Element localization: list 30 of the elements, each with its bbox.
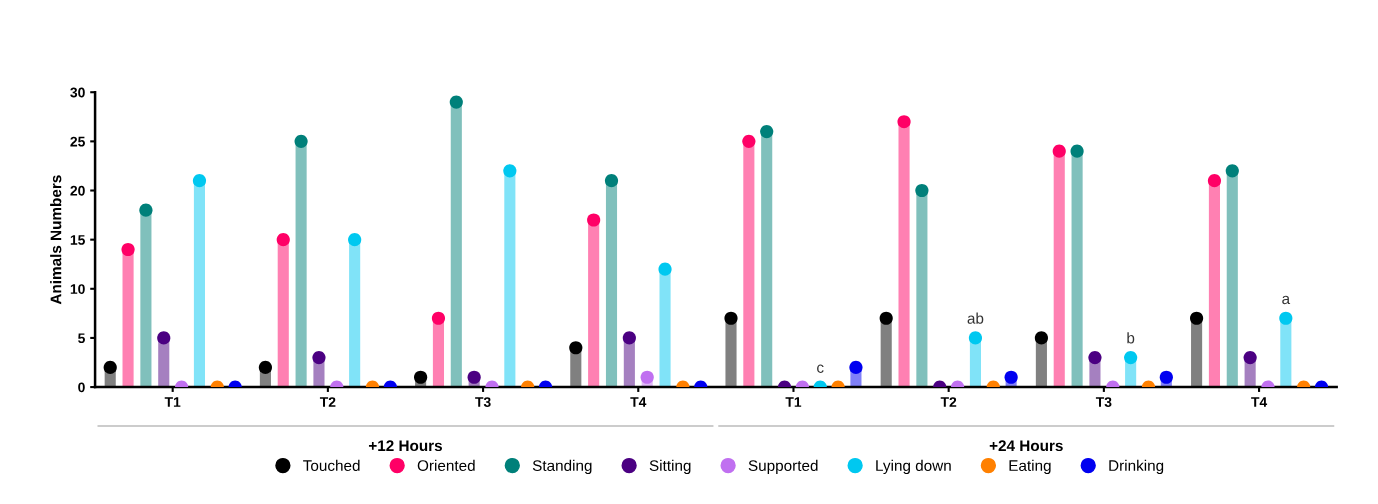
text: +12 Hours xyxy=(368,440,442,452)
y-tick-label: 25 xyxy=(70,136,85,147)
y-axis-title: Animals Numbers xyxy=(50,175,62,305)
x-tick-label: T2 xyxy=(319,397,336,407)
x-tick-label: T2 xyxy=(940,397,957,407)
legend-label: Drinking xyxy=(1109,459,1164,475)
y-tick-label: 30 xyxy=(70,87,85,98)
data-label: b xyxy=(1127,332,1135,344)
x-tick-label: T4 xyxy=(630,397,647,407)
legend-label: Eating xyxy=(1009,459,1051,475)
legend-label: Touched xyxy=(303,459,360,472)
x-tick-label: T4 xyxy=(1251,397,1268,407)
x-tick-label: T1 xyxy=(164,397,181,407)
x-tick-label: T1 xyxy=(785,397,802,407)
legend-label: Oriented xyxy=(417,459,475,472)
legend-label: Standing xyxy=(532,459,592,475)
x-tick-label: T3 xyxy=(475,397,491,408)
data-label: ab xyxy=(967,312,984,324)
y-tick-label: 5 xyxy=(78,333,85,344)
data-label: a xyxy=(1282,295,1291,305)
y-tick-label: 0 xyxy=(78,382,85,393)
y-tick-label: 15 xyxy=(70,235,85,245)
legend-label: Supported xyxy=(748,459,818,475)
text: +24 Hours xyxy=(989,440,1063,452)
y-tick-label: 10 xyxy=(70,284,85,294)
legend-label: Sitting xyxy=(649,459,691,475)
y-tick-label: 20 xyxy=(70,185,85,196)
data-label: c xyxy=(817,364,824,373)
x-tick-label: T3 xyxy=(1095,397,1112,408)
legend-label: Lying down xyxy=(876,459,951,475)
